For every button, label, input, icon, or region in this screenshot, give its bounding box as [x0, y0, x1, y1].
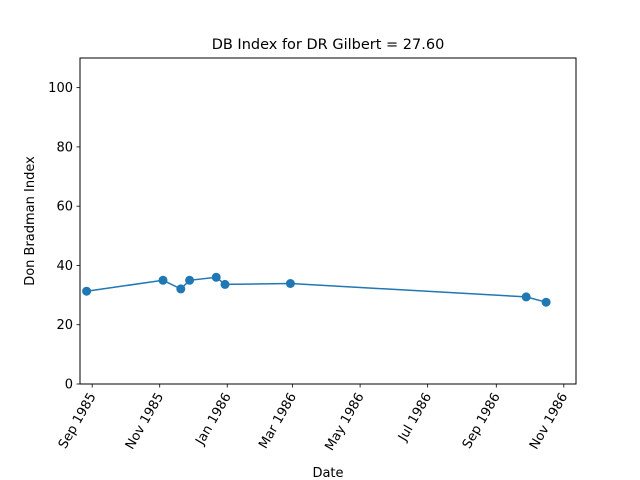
- y-axis-label: Don Bradman Index: [23, 156, 38, 286]
- data-point: [82, 286, 92, 296]
- y-tick-label: 80: [56, 140, 73, 155]
- plot-frame: [79, 57, 577, 385]
- y-tick-label: 100: [48, 81, 73, 96]
- series-layer: [82, 272, 551, 307]
- data-point: [541, 297, 551, 307]
- chart-title: DB Index for DR Gilbert = 27.60: [212, 37, 445, 53]
- y-tick-label: 60: [56, 200, 73, 215]
- data-point: [220, 279, 230, 289]
- data-point: [176, 284, 186, 294]
- y-tick-label: 20: [56, 318, 73, 333]
- plot-area: [80, 58, 576, 384]
- y-axis: 0 20 40 60 80 100: [48, 81, 80, 393]
- y-tick-label: 0: [65, 378, 73, 393]
- data-point: [285, 279, 295, 288]
- data-point: [211, 272, 221, 282]
- data-point: [521, 292, 531, 302]
- x-axis-label: Date: [312, 466, 343, 480]
- data-point: [185, 275, 195, 285]
- y-tick-label: 40: [56, 259, 73, 274]
- data-point: [158, 275, 168, 285]
